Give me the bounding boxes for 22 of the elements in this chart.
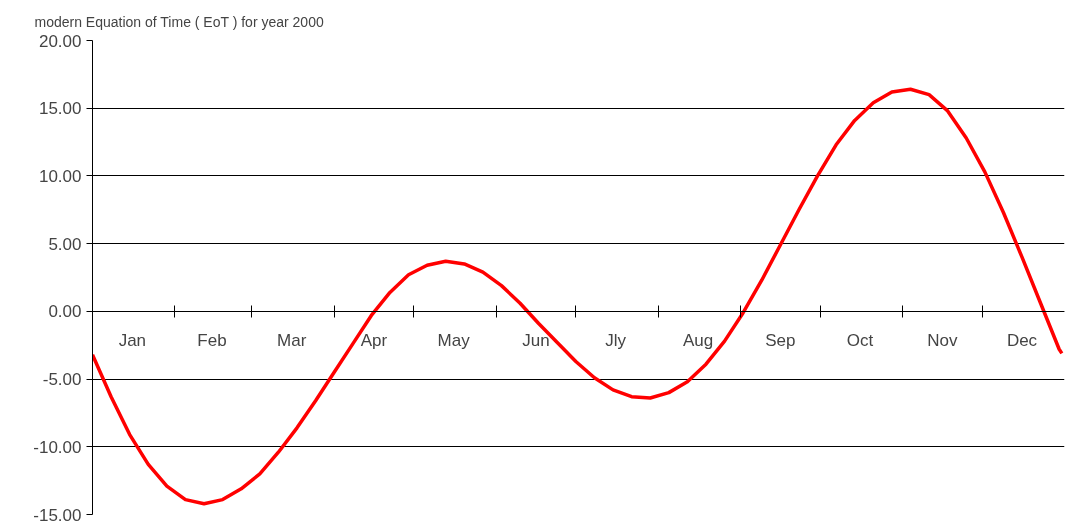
y-tick-label: 0.00 bbox=[48, 302, 82, 322]
y-tick-label: 15.00 bbox=[38, 99, 82, 119]
y-tick-label: 10.00 bbox=[38, 166, 82, 186]
x-tick-label: Jly bbox=[605, 331, 627, 351]
x-tick-label: Oct bbox=[846, 331, 874, 351]
x-tick-label: Jun bbox=[522, 331, 550, 351]
x-tick-label: May bbox=[437, 331, 471, 351]
x-tick-label: Apr bbox=[360, 331, 388, 351]
x-tick-label: Sep bbox=[765, 331, 796, 351]
x-tick-label: Aug bbox=[682, 331, 714, 351]
x-tick-label: Feb bbox=[197, 331, 227, 351]
x-tick-label: Jan bbox=[118, 331, 147, 351]
x-tick-label: Nov bbox=[927, 331, 958, 351]
y-tick-label: -10.00 bbox=[33, 437, 82, 457]
y-tick-label: -5.00 bbox=[42, 370, 82, 390]
line-series bbox=[92, 87, 1064, 506]
y-tick-label: -15.00 bbox=[33, 505, 82, 525]
chart-title: modern Equation of Time ( EoT ) for year 2000 bbox=[34, 13, 324, 30]
x-tick-label: Dec bbox=[1006, 331, 1038, 351]
y-tick-label: 5.00 bbox=[48, 234, 82, 254]
x-tick-label: Mar bbox=[277, 331, 307, 351]
y-tick-label: 20.00 bbox=[38, 31, 82, 51]
